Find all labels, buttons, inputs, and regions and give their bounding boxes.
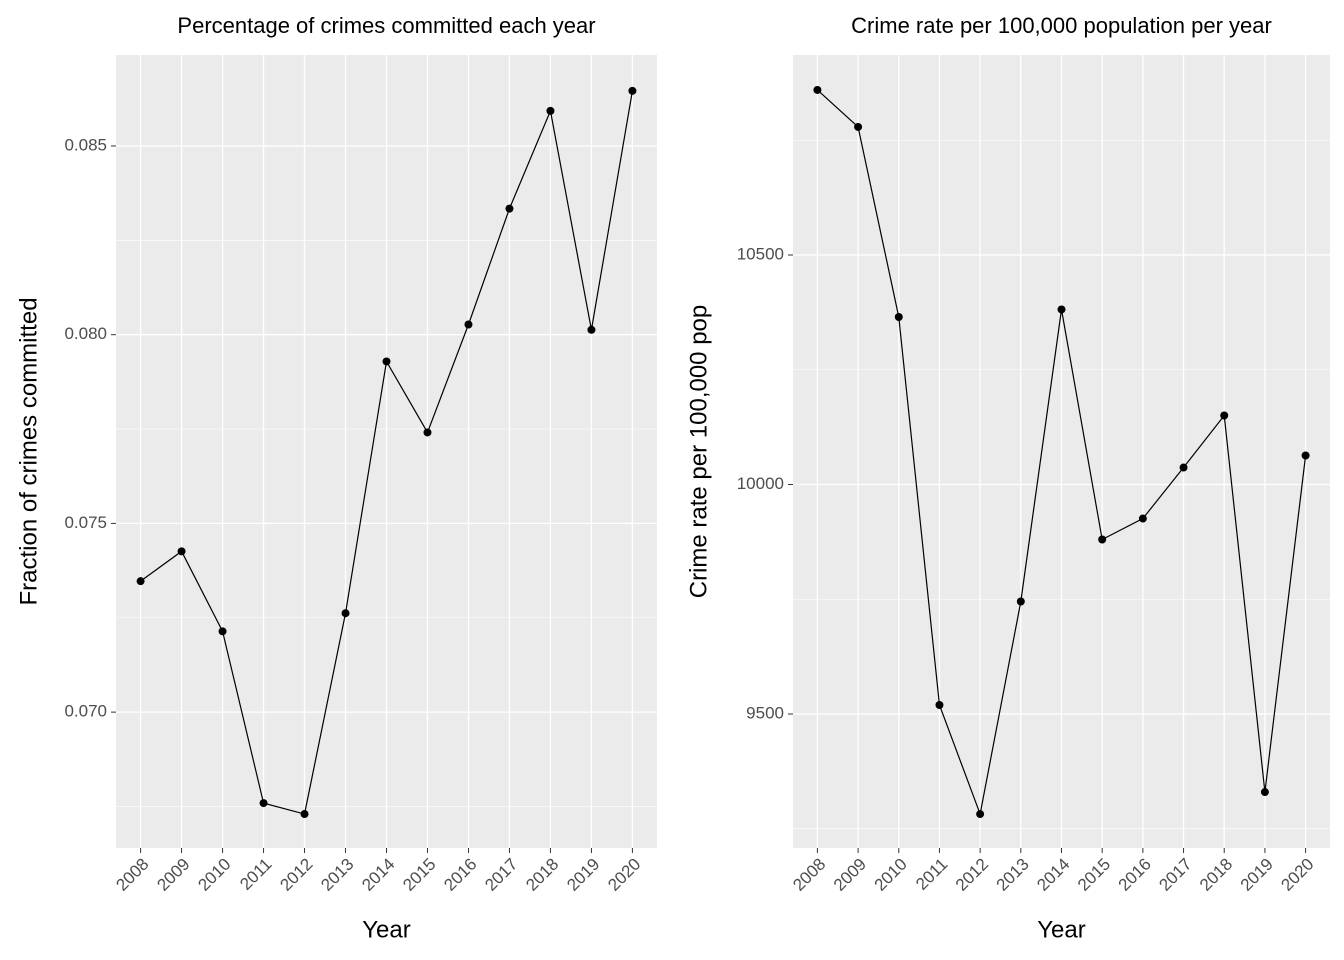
x-axis-title: Year bbox=[1037, 916, 1086, 943]
data-point bbox=[1098, 535, 1107, 544]
data-point bbox=[1179, 463, 1188, 472]
y-axis-title: Fraction of crimes committed bbox=[15, 297, 42, 605]
x-tick-label: 2013 bbox=[993, 855, 1033, 895]
x-tick-label: 2009 bbox=[153, 855, 193, 895]
x-tick-label: 2011 bbox=[236, 855, 275, 894]
x-tick-label: 2019 bbox=[563, 855, 603, 895]
data-point bbox=[976, 810, 985, 819]
x-tick-label: 2019 bbox=[1237, 855, 1277, 895]
data-point bbox=[341, 609, 350, 618]
x-tick-label: 2008 bbox=[112, 855, 152, 895]
x-tick-label: 2012 bbox=[952, 855, 992, 895]
y-tick-label: 9500 bbox=[746, 703, 784, 722]
x-tick-label: 2016 bbox=[440, 855, 480, 895]
data-point bbox=[854, 122, 863, 131]
y-tick-label: 0.085 bbox=[64, 135, 107, 154]
x-tick-label: 2014 bbox=[1033, 855, 1073, 895]
y-tick-label: 0.075 bbox=[64, 513, 107, 532]
data-point bbox=[464, 320, 473, 329]
x-tick-label: 2011 bbox=[912, 855, 951, 894]
x-tick-label: 2010 bbox=[871, 855, 911, 895]
x-tick-label: 2018 bbox=[522, 855, 562, 895]
data-point bbox=[628, 86, 637, 95]
x-tick-label: 2015 bbox=[399, 855, 439, 895]
data-point bbox=[1138, 514, 1147, 523]
chart-title: Percentage of crimes committed each year bbox=[177, 13, 595, 38]
x-tick-label: 2017 bbox=[481, 855, 521, 895]
x-tick-label: 2014 bbox=[358, 855, 398, 895]
y-tick-label: 0.080 bbox=[64, 324, 107, 343]
x-tick-label: 2018 bbox=[1196, 855, 1236, 895]
data-point bbox=[177, 547, 186, 556]
data-point bbox=[505, 204, 514, 213]
data-point bbox=[259, 799, 268, 808]
y-tick-label: 10500 bbox=[737, 244, 784, 263]
x-tick-label: 2012 bbox=[276, 855, 316, 895]
y-tick-label: 0.070 bbox=[64, 702, 107, 721]
x-axis-title: Year bbox=[362, 916, 411, 943]
data-point bbox=[1260, 788, 1269, 797]
x-tick-label: 2008 bbox=[789, 855, 829, 895]
x-tick-label: 2020 bbox=[1277, 855, 1317, 895]
x-tick-label: 2013 bbox=[317, 855, 357, 895]
x-tick-label: 2016 bbox=[1115, 855, 1155, 895]
x-tick-label: 2009 bbox=[830, 855, 870, 895]
data-point bbox=[1016, 597, 1025, 606]
data-point bbox=[813, 85, 822, 94]
x-tick-label: 2015 bbox=[1074, 855, 1114, 895]
data-point bbox=[300, 810, 309, 819]
y-axis-title: Crime rate per 100,000 pop bbox=[685, 305, 712, 599]
data-point bbox=[587, 325, 596, 334]
data-point bbox=[935, 701, 944, 710]
data-point bbox=[546, 106, 555, 115]
x-tick-label: 2010 bbox=[194, 855, 234, 895]
data-point bbox=[382, 357, 391, 366]
data-point bbox=[1301, 451, 1310, 460]
chart-title: Crime rate per 100,000 population per ye… bbox=[851, 13, 1272, 38]
data-point bbox=[136, 577, 145, 586]
data-point bbox=[218, 627, 227, 636]
data-point bbox=[1220, 411, 1229, 420]
x-tick-label: 2017 bbox=[1155, 855, 1195, 895]
data-point bbox=[894, 313, 903, 322]
data-point bbox=[1057, 305, 1066, 314]
x-tick-label: 2020 bbox=[604, 855, 644, 895]
data-point bbox=[423, 428, 432, 437]
y-tick-label: 10000 bbox=[737, 474, 784, 493]
